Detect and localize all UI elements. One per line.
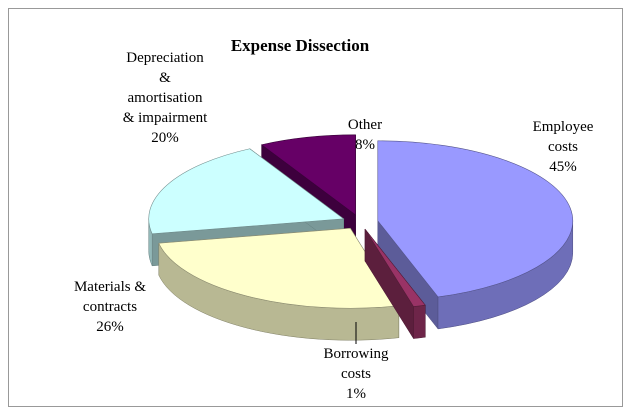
slice [158, 227, 400, 309]
slice [364, 228, 426, 307]
pie [148, 134, 574, 341]
data-label: Materials & contracts 26% [60, 277, 160, 337]
data-label: Borrowing costs 1% [316, 344, 396, 404]
value-label: 1% [346, 386, 366, 402]
value-label: 26% [96, 319, 124, 335]
category-label: Borrowing costs [323, 346, 389, 382]
data-label: Depreciation & amortisation & impairment… [120, 48, 210, 148]
value-label: 45% [549, 159, 577, 175]
category-label: Materials & contracts [73, 279, 147, 315]
slice [148, 148, 345, 235]
value-label: 8% [355, 137, 375, 153]
slice-side [413, 304, 426, 339]
value-label: 20% [151, 130, 179, 146]
chart-title: Expense Dissection [230, 36, 370, 55]
category-label: Other [347, 117, 383, 133]
category-label: Depreciation & amortisation & impairment [122, 50, 208, 126]
data-label: Employee costs 45% [518, 117, 608, 177]
category-label: Employee costs [532, 119, 594, 155]
slice [260, 134, 356, 216]
data-label: Other 8% [330, 115, 400, 155]
slice [377, 140, 574, 298]
